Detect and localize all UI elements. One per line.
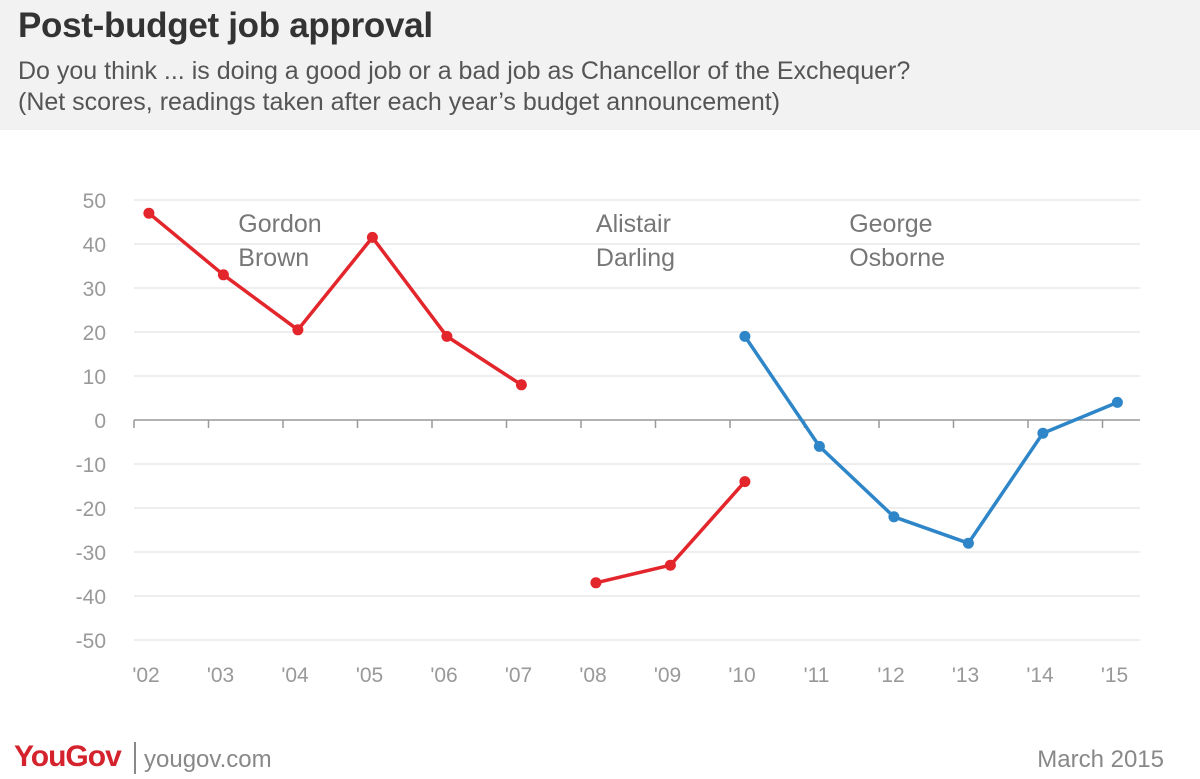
annotation-label: Gordon	[238, 210, 321, 238]
y-axis-ticks: 50 40 30 20 10 0 -10 -20 -30 -40 -50	[76, 190, 106, 653]
data-point	[292, 324, 304, 336]
annotation-label: Darling	[596, 244, 675, 272]
data-point	[739, 330, 751, 342]
data-point	[217, 269, 229, 281]
data-point	[143, 207, 155, 219]
data-point	[888, 511, 900, 523]
x-tick-label: '05	[356, 664, 383, 687]
y-tick-label: 0	[94, 410, 106, 433]
x-tick-label: '10	[728, 664, 755, 687]
data-point	[664, 559, 676, 571]
series-line	[743, 334, 1120, 545]
page-subtitle: Do you think ... is doing a good job or …	[18, 56, 910, 118]
x-tick-label: '07	[505, 664, 532, 687]
y-tick-label: 40	[83, 234, 106, 257]
x-tick-label: '11	[804, 664, 830, 687]
data-point	[739, 476, 751, 488]
y-tick-label: -40	[76, 586, 106, 609]
data-point	[962, 537, 974, 549]
x-tick-label: '04	[281, 664, 309, 687]
chart-annotations: Gordon Brown Alistair Darling George Osborne	[238, 210, 945, 272]
series-lines	[143, 207, 1123, 589]
series-line	[147, 211, 524, 387]
data-point	[515, 379, 527, 391]
footer-date: March 2015	[1037, 746, 1164, 773]
y-tick-label: -20	[76, 498, 106, 521]
x-tick-label: '02	[132, 664, 159, 687]
data-point	[441, 330, 453, 342]
data-point	[1037, 427, 1049, 439]
subtitle-line-2: (Net scores, readings taken after each y…	[18, 88, 781, 116]
y-tick-label: 30	[83, 278, 106, 301]
y-tick-label: -10	[76, 454, 106, 477]
footer-site: yougov.com	[144, 746, 272, 773]
x-tick-label: '03	[207, 664, 234, 687]
x-axis-ticks: '02 '03 '04 '05 '06 '07 '08 '09 '10 '11 '12 '13 '14 '…	[132, 420, 1128, 687]
annotation-label: Brown	[238, 244, 309, 272]
x-tick-label: '09	[654, 664, 681, 687]
x-tick-label: '14	[1026, 664, 1054, 687]
annotation-label: George	[849, 210, 932, 238]
x-tick-label: '12	[877, 664, 904, 687]
y-tick-label: 10	[83, 366, 106, 389]
x-tick-label: '08	[579, 664, 606, 687]
header-band: Post-budget job approval Do you think ..…	[0, 0, 1200, 130]
yougov-logo: YouGov	[14, 740, 122, 773]
x-tick-label: '06	[430, 664, 457, 687]
subtitle-line-1: Do you think ... is doing a good job or …	[18, 57, 911, 85]
data-point	[366, 231, 378, 243]
annotation-label: Alistair	[596, 210, 671, 238]
x-tick-label: '13	[952, 664, 979, 687]
footer-divider	[134, 742, 136, 774]
y-tick-label: -50	[76, 630, 106, 653]
grid-lines	[134, 199, 1140, 641]
y-tick-label: 20	[83, 322, 106, 345]
data-point	[1111, 396, 1123, 408]
y-tick-label: 50	[83, 190, 106, 213]
page-title: Post-budget job approval	[18, 6, 433, 45]
data-point	[813, 440, 825, 452]
y-tick-label: -30	[76, 542, 106, 565]
annotation-label: Osborne	[849, 244, 945, 272]
data-point	[590, 577, 602, 589]
x-tick-label: '15	[1101, 664, 1128, 687]
